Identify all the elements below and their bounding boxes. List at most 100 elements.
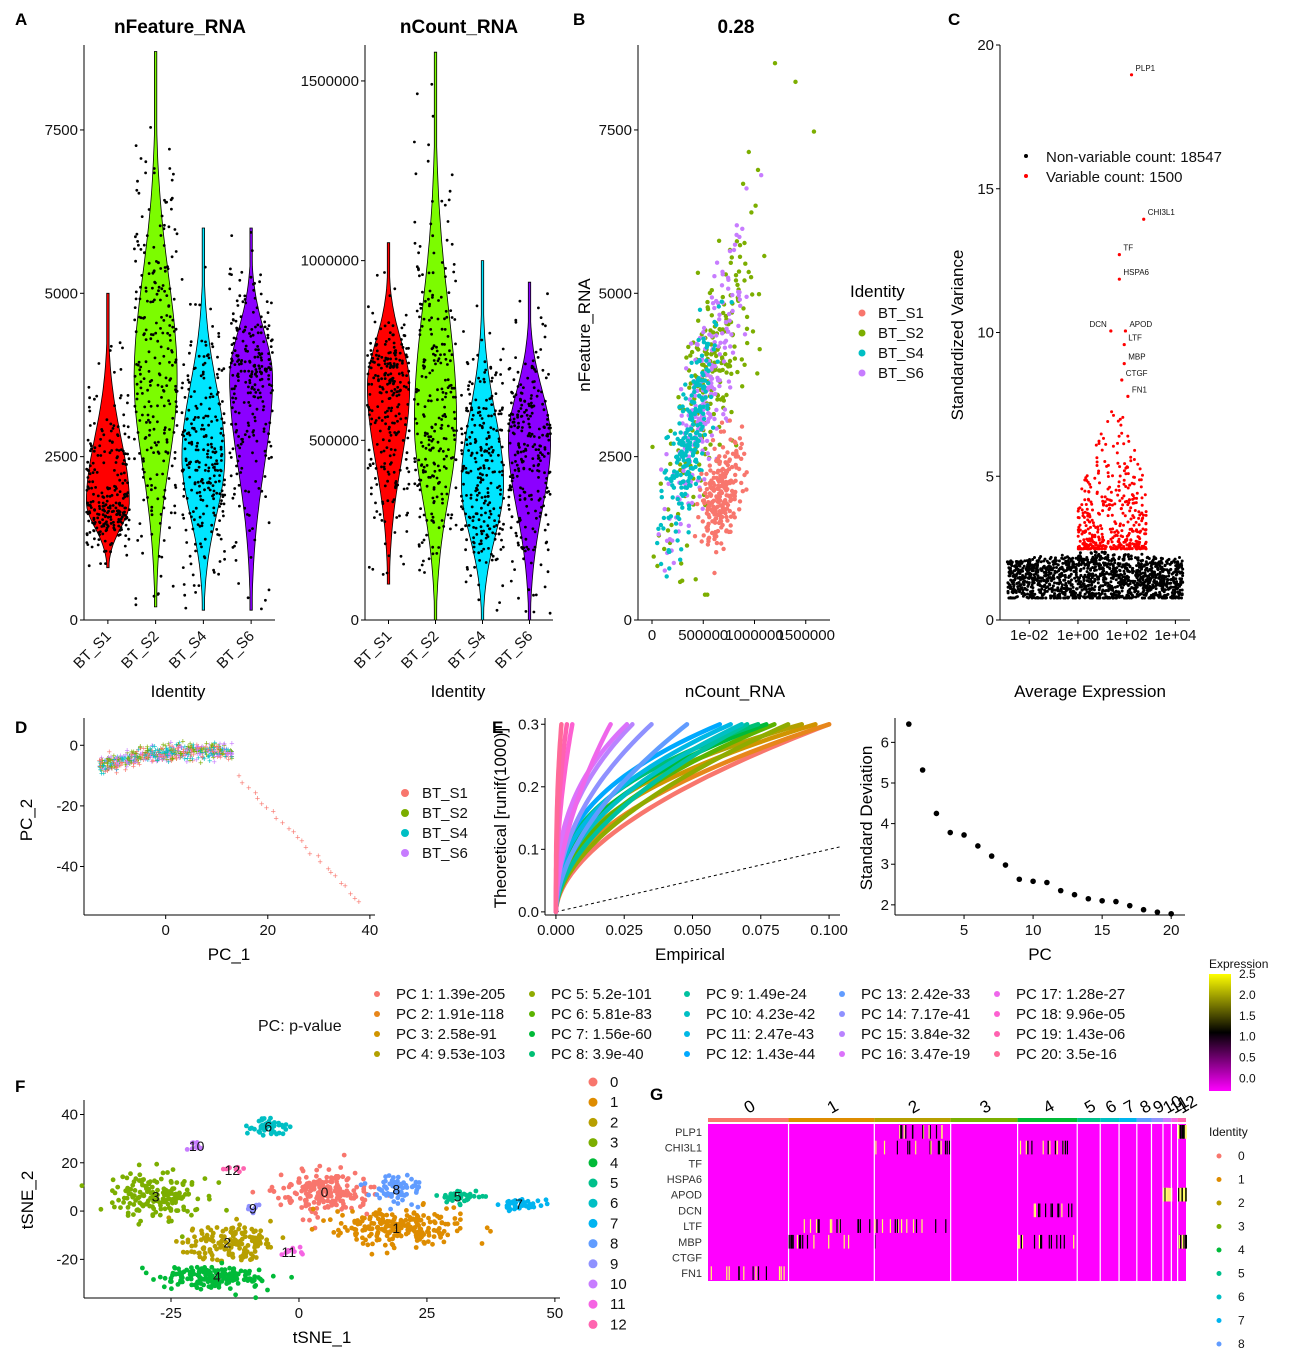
varfeat-point <box>1064 561 1068 565</box>
ncount-point <box>373 516 376 519</box>
scatter-point <box>692 534 698 539</box>
pca-ytick-label-0: -40 <box>56 859 78 876</box>
ncount-point <box>476 488 479 492</box>
varfeat-point <box>1063 596 1067 600</box>
scatter-point <box>675 436 680 442</box>
scatter-point <box>655 540 660 546</box>
scatter-point <box>693 458 698 464</box>
nfeature-point <box>98 444 102 448</box>
varfeat-point <box>1100 532 1104 536</box>
scatter-point <box>690 466 695 471</box>
nfeature-point <box>134 603 138 607</box>
ncount-point <box>424 299 427 303</box>
varfeat-point <box>1077 564 1081 567</box>
nfeature-point <box>220 417 224 421</box>
varfeat-point <box>1045 559 1049 563</box>
ncount-point <box>431 545 435 549</box>
nfeature-point <box>194 460 198 464</box>
scatter-point <box>684 423 689 428</box>
panel-label-b: B <box>573 10 585 29</box>
nfeature-point <box>182 363 186 366</box>
nfeature-point <box>267 324 271 327</box>
ncount-point <box>537 427 541 431</box>
ncount-point <box>366 372 370 376</box>
nfeature-point <box>149 404 153 408</box>
varfeat-point <box>1089 560 1093 564</box>
ncount-point <box>418 302 422 306</box>
ncount-point <box>383 542 387 546</box>
nfeature-point <box>112 520 115 524</box>
varfeat-point <box>1091 521 1095 525</box>
scatter-point <box>679 485 684 490</box>
ncount-point <box>482 520 486 523</box>
ncount-point <box>420 463 424 467</box>
nfeature-point <box>99 437 102 441</box>
nfeature-point <box>118 529 122 532</box>
varfeat-point <box>1086 518 1090 522</box>
varfeat-point <box>1023 579 1027 583</box>
nfeature-point <box>158 224 162 228</box>
nfeature-point <box>259 315 263 319</box>
ncount-point <box>523 442 526 446</box>
nfeature-point <box>256 388 260 392</box>
varfeat-point <box>1015 595 1019 599</box>
nfeature-point <box>99 454 103 457</box>
scatter-point <box>749 210 754 215</box>
ncount-point <box>511 476 515 480</box>
nfeature-point <box>98 504 101 508</box>
varfeat-point <box>1123 553 1127 557</box>
ncount-point <box>482 547 486 551</box>
nfeature-point <box>143 316 147 319</box>
nfeature-point <box>236 459 240 463</box>
scatter-point <box>727 318 732 323</box>
ncount-point <box>381 500 384 504</box>
nfeature-point <box>112 523 116 527</box>
ncount-point <box>436 359 440 363</box>
ncount-xtick-label-3: BT_S6 <box>492 628 536 672</box>
nfeature-point <box>250 372 254 376</box>
ncount-point <box>497 437 501 441</box>
ncount-point <box>388 439 391 443</box>
nfeature-point <box>111 504 115 507</box>
nfeature-point <box>104 514 107 518</box>
ncount-point <box>514 393 518 397</box>
varfeat-point <box>1157 563 1161 566</box>
nfeature-point <box>136 240 140 243</box>
varfeat-point <box>1033 596 1037 600</box>
scatter-point <box>677 441 682 446</box>
ncount-point <box>516 541 520 545</box>
ncount-point <box>515 534 518 538</box>
nfeature-point <box>230 234 234 238</box>
varfeat-point <box>1159 578 1163 582</box>
varfeat-point <box>1091 508 1094 512</box>
varfeat-point <box>1115 451 1119 455</box>
pca-point: + <box>169 742 174 752</box>
varfeat-point <box>1013 577 1017 581</box>
nfeature-point <box>182 583 186 586</box>
ncount-point <box>452 410 456 414</box>
nfeature-point <box>147 261 151 265</box>
scatter-point <box>651 554 656 559</box>
ncount-point <box>497 532 501 536</box>
varfeat-point <box>1069 587 1072 591</box>
nfeature-point <box>264 598 267 602</box>
ncount-point <box>477 467 480 471</box>
varfeat-point <box>1102 436 1105 440</box>
ncount-point <box>524 525 527 529</box>
nfeature-point <box>252 395 256 398</box>
nfeature-point <box>236 444 240 447</box>
varfeat-gene-label-PLP1: PLP1 <box>1136 64 1156 73</box>
ncount-point <box>375 443 379 446</box>
varfeat-point <box>1030 583 1034 587</box>
ncount-point <box>425 484 429 488</box>
ncount-point <box>527 422 531 426</box>
ncount-point <box>385 390 388 394</box>
ncount-point <box>402 323 406 327</box>
scatter-point <box>710 301 716 306</box>
ncount-point <box>476 493 479 497</box>
varfeat-point <box>1147 557 1151 560</box>
varfeat-point <box>1175 587 1179 591</box>
nfeature-point <box>165 440 169 444</box>
nfeature-point <box>88 396 91 400</box>
nfeature-point <box>169 339 172 342</box>
